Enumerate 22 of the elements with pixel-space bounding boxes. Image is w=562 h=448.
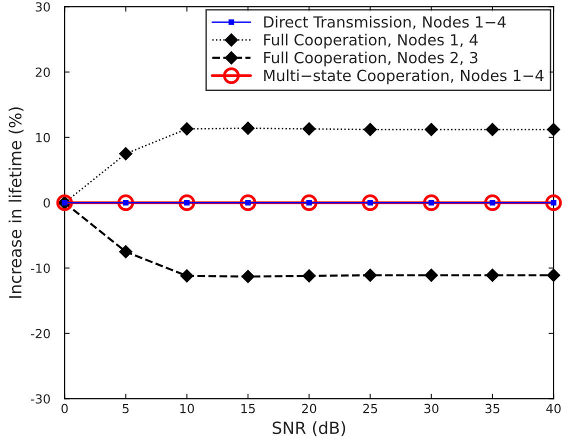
x-axis-title: SNR (dB) [272,421,346,436]
y-tick-label: 30 [36,2,50,12]
x-tick-label: 15 [241,404,255,414]
y-axis-title: Increase in lifetime (%) [8,107,24,298]
y-tick-label: -20 [30,328,50,338]
x-tick-label: 35 [485,404,500,414]
x-tick-label: 25 [363,404,378,414]
x-tick-label: 20 [302,404,316,414]
x-tick-label: 30 [424,404,438,414]
y-tick-label: 10 [36,132,50,142]
x-tick-label: 10 [180,404,194,414]
legend-label: Multi−state Cooperation, Nodes 1−4 [264,69,544,84]
x-tick-label: 0 [61,404,68,414]
x-tick-label: 40 [546,404,561,414]
y-tick-label: 0 [44,198,50,208]
x-tick-label: 5 [122,404,129,414]
y-tick-label: 20 [36,68,50,77]
legend-label: Full Cooperation, Nodes 2, 3 [264,52,478,66]
legend-label: Direct Transmission, Nodes 1−4 [264,16,506,30]
y-tick-label: -30 [30,394,50,404]
y-tick-label: -10 [30,264,50,273]
legend-label: Full Cooperation, Nodes 1, 4 [264,34,478,49]
